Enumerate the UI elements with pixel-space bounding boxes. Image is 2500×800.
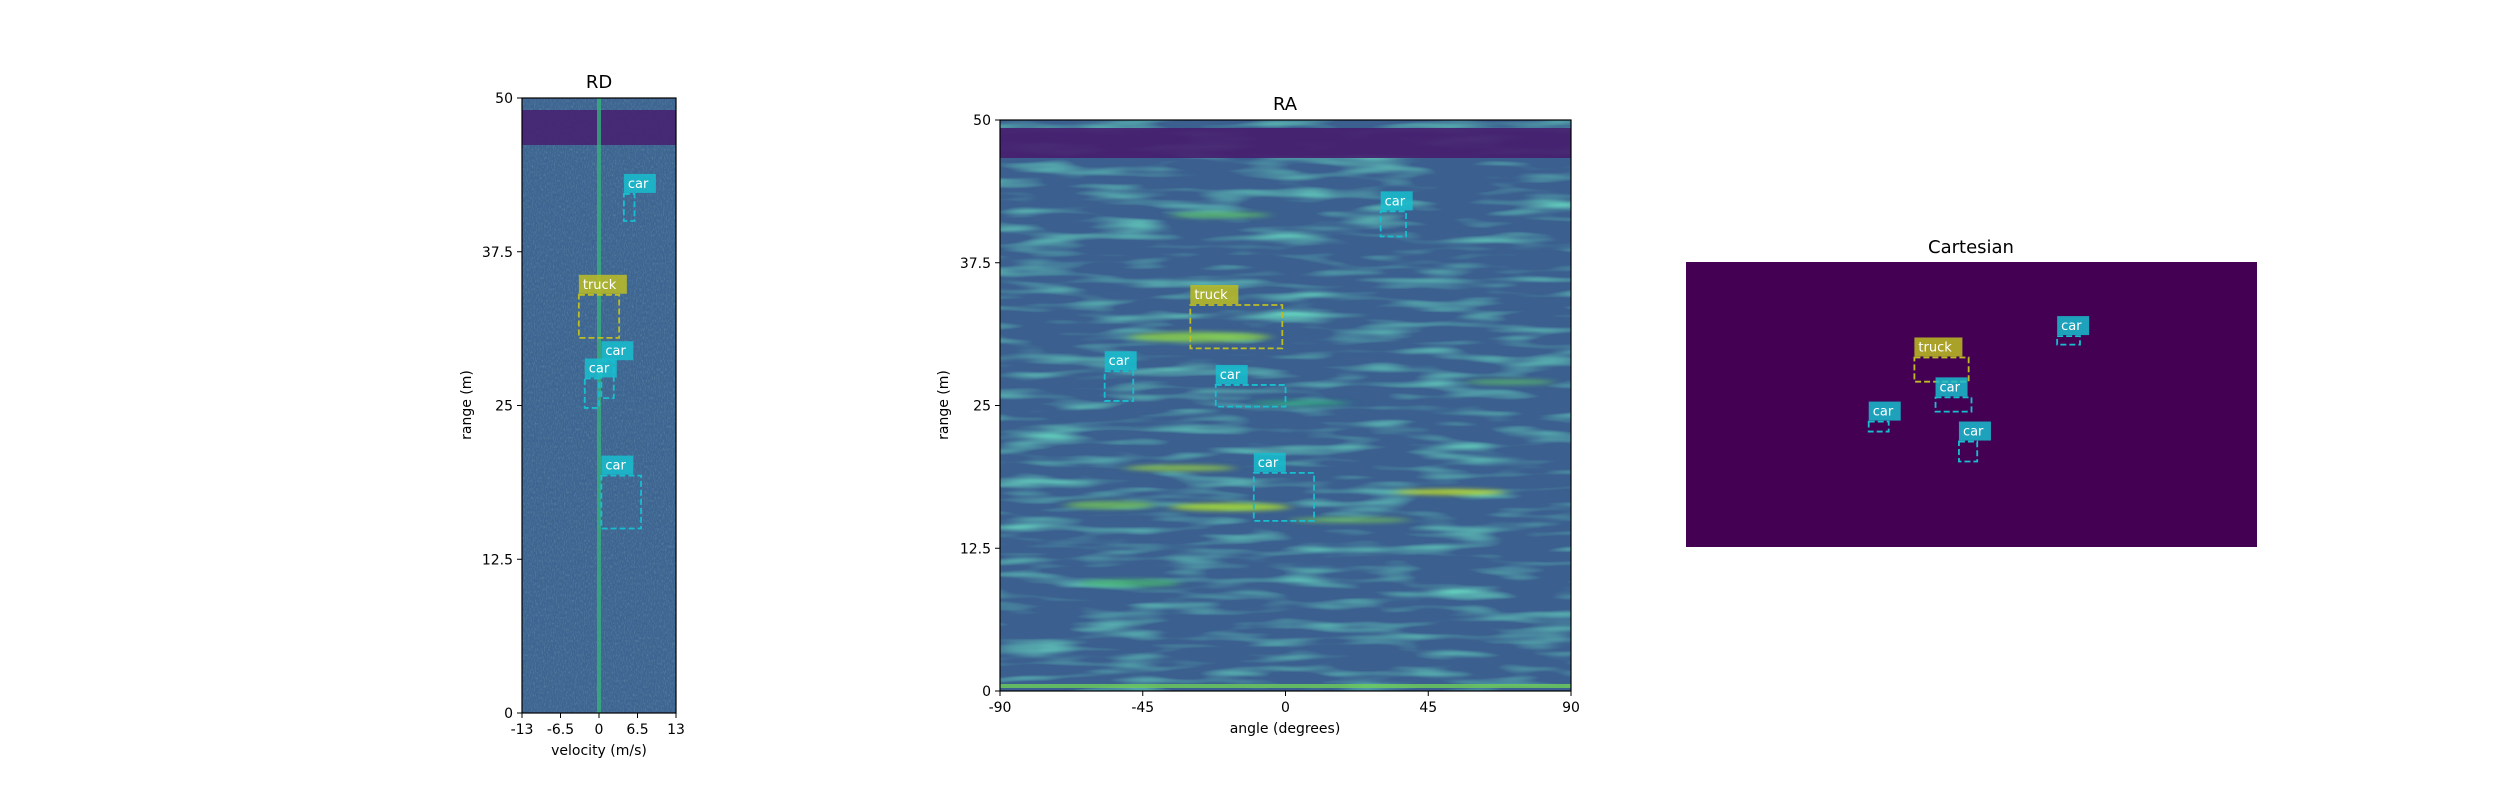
car-detection-box	[600, 360, 615, 400]
car-detection-box	[1379, 210, 1407, 238]
y-tick-label: 37.5	[960, 256, 991, 272]
y-tick-label: 25	[495, 399, 513, 415]
x-tick-label: -90	[989, 700, 1012, 716]
truck-label-bg	[1190, 285, 1239, 305]
car-label: car	[589, 361, 610, 376]
y-tick-label: 50	[495, 91, 513, 107]
x-tick-label: -45	[1131, 700, 1154, 716]
car-label-bg	[1380, 191, 1413, 211]
car-detection-box	[1103, 370, 1135, 402]
ra-panel: car truck car car car -90 -45 0 45 90 0 12.5 25 37.…	[936, 94, 1580, 737]
ra-xlabel: angle (degrees)	[1230, 721, 1341, 737]
car-label: car	[2061, 319, 2082, 334]
car-detection-box	[1252, 471, 1315, 522]
y-tick-label: 37.5	[482, 245, 513, 261]
car-detection-box	[583, 377, 600, 409]
car-label-bg	[601, 341, 634, 361]
ra-boxes: car truck car car car	[1103, 191, 1413, 522]
rd-panel: car truck car car car -13 -6.5 0 6.5 13 0 12.5 25 3…	[459, 72, 685, 759]
truck-label: truck	[1918, 340, 1952, 355]
car-label: car	[605, 459, 626, 474]
x-tick-label: -6.5	[547, 722, 574, 738]
car-detection-box	[1867, 420, 1890, 433]
car-label: car	[605, 344, 626, 359]
car-label: car	[628, 177, 649, 192]
car-label-bg	[1253, 452, 1286, 472]
ra-yticks: 0 12.5 25 37.5 50	[960, 113, 1000, 700]
x-tick-label: 0	[595, 722, 604, 738]
x-tick-label: -13	[511, 722, 534, 738]
car-label-bg	[1104, 351, 1137, 371]
x-tick-label: 45	[1419, 700, 1437, 716]
ra-bright-streaks	[1065, 212, 1555, 587]
y-tick-label: 50	[973, 113, 991, 129]
y-tick-label: 12.5	[482, 552, 513, 568]
ra-bottom-line	[1000, 684, 1571, 688]
rd-xlabel: velocity (m/s)	[551, 743, 647, 759]
ra-xticks: -90 -45 0 45 90	[989, 691, 1580, 716]
car-detection-box	[2056, 335, 2081, 346]
car-detection-box	[1934, 396, 1973, 413]
truck-detection-box	[1189, 304, 1284, 350]
car-label-bg	[1215, 364, 1248, 384]
car-label-bg	[584, 358, 617, 378]
truck-detection-box	[1913, 356, 1970, 383]
truck-label-bg	[578, 274, 627, 294]
x-tick-label: 13	[667, 722, 685, 738]
y-tick-label: 0	[504, 706, 513, 722]
car-label: car	[1940, 380, 1961, 395]
y-tick-label: 0	[982, 684, 991, 700]
rd-boxes: car truck car car car	[577, 173, 656, 530]
rd-ylabel: range (m)	[459, 370, 475, 440]
car-detection-box	[1214, 384, 1287, 408]
truck-label: truck	[583, 278, 617, 293]
truck-label-bg	[1914, 337, 1963, 357]
car-detection-box	[600, 474, 642, 530]
car-label-bg	[623, 173, 656, 193]
y-tick-label: 25	[973, 399, 991, 415]
x-tick-label: 90	[1562, 700, 1580, 716]
car-label-bg	[2057, 316, 2090, 336]
rd-yticks: 0 12.5 25 37.5 50	[482, 91, 522, 722]
cartesian-title: Cartesian	[1928, 237, 2014, 258]
car-label: car	[1873, 405, 1894, 420]
car-label: car	[1963, 425, 1984, 440]
car-label-bg	[1958, 421, 1991, 441]
ra-ylabel: range (m)	[936, 370, 952, 440]
cartesian-panel: car truck car car car Cartesian	[1686, 237, 2257, 547]
car-detection-box	[622, 193, 636, 222]
y-tick-label: 12.5	[960, 541, 991, 557]
x-tick-label: 0	[1281, 700, 1290, 716]
x-tick-label: 6.5	[626, 722, 648, 738]
rd-title: RD	[586, 72, 612, 93]
car-label: car	[1109, 354, 1130, 369]
cartesian-boxes: car truck car car car	[1867, 316, 2090, 463]
car-label-bg	[601, 455, 634, 475]
car-label: car	[1258, 456, 1279, 471]
car-label-bg	[1935, 377, 1968, 397]
ra-title: RA	[1273, 94, 1298, 115]
truck-label: truck	[1194, 288, 1228, 303]
car-label-bg	[1868, 401, 1901, 421]
truck-detection-box	[577, 293, 621, 339]
car-label: car	[1220, 368, 1241, 383]
cartesian-image	[1686, 262, 2257, 547]
car-label: car	[1385, 194, 1406, 209]
ra-dark-band	[1000, 128, 1571, 158]
car-detection-box	[1958, 440, 1979, 463]
rd-xticks: -13 -6.5 0 6.5 13	[511, 713, 685, 738]
